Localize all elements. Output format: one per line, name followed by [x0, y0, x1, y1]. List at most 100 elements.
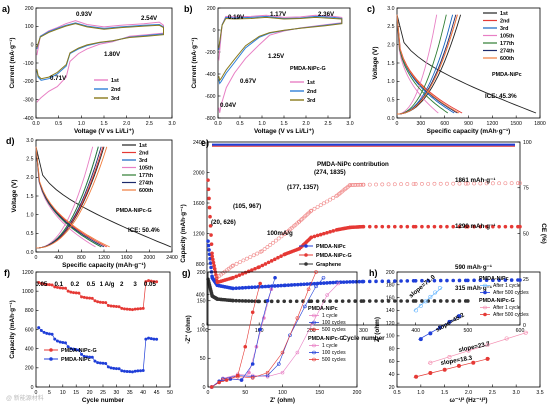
data-point-PMDA-NiPc-G: [82, 295, 86, 299]
y-tick-label: 100: [197, 327, 206, 333]
annotation: 0.04V: [220, 102, 237, 109]
data-point-PMDA-NiPc-G: [136, 307, 140, 311]
data-point-PMDA-NiPc-G: [210, 254, 215, 259]
data-point-PMDA-NiPc 500 cycles: [265, 370, 270, 375]
legend-label: 2nd: [307, 89, 317, 95]
data-point-Graphene: [282, 299, 287, 304]
data-point-PMDA-NiPc-G 500 cycles: [236, 373, 240, 378]
data-point-PMDA-NiPc-G: [74, 291, 78, 295]
x-axis-label: Specific capacity (mAh·g⁻¹): [62, 262, 146, 269]
discharge-curve-600th: [35, 146, 110, 248]
data-point-PMDA-NiPc: [74, 348, 78, 352]
x-tick-label: 1200: [98, 255, 110, 261]
data-point-PMDA-NiPc contribution: [380, 182, 385, 187]
data-point-PMDA-NiPc: [305, 282, 309, 286]
x-tick-label: 1800: [534, 121, 546, 127]
data-point-PMDA-NiPc-G 500 cycles: [224, 378, 229, 382]
rate-label: 1 A/g: [100, 281, 115, 288]
data-point-PMDA-NiPc-G: [96, 300, 100, 304]
data-point-PMDA-NiPc-G: [237, 273, 242, 277]
data-point-PMDA-NiPc-G: [39, 282, 43, 285]
data-point-PMDA-NiPc 1 cycle: [325, 293, 330, 297]
data-point-PMDA-NiPc-G: [207, 205, 212, 210]
y-tick-label: 400: [25, 346, 34, 352]
x-tick-label: 1.0: [417, 390, 424, 396]
y-tick-label: 3.0: [26, 138, 33, 144]
data-point-PMDA-NiPc-G: [420, 224, 424, 229]
data-point-PMDA-NiPc: [426, 278, 430, 283]
legend-label: After 500 cycles: [493, 290, 529, 296]
legend-label: 100 cycles: [322, 320, 346, 326]
data-point-PMDA-NiPc: [445, 278, 449, 283]
y-tick-label: 600: [25, 327, 34, 333]
data-point-PMDA-NiPc: [240, 286, 245, 290]
data-point-PMDA-NiPc: [37, 326, 41, 330]
data-point-PMDA-NiPc contribution: [347, 183, 352, 188]
y-tick-label: 800: [25, 308, 34, 314]
x-axis-label: Voltage (V vs Li/Li⁺): [254, 128, 314, 135]
annotation: (105, 967): [233, 203, 261, 210]
data-point-PMDA-NiPc-G: [426, 224, 430, 229]
y-axis-label: -Z'' (ohm): [185, 315, 192, 344]
data-point-PMDA-NiPc contribution: [244, 256, 249, 261]
y-tick-label: 0: [31, 42, 34, 48]
data-point-PMDA-NiPc: [438, 278, 443, 283]
data-point-PMDA-NiPc-G: [98, 300, 102, 304]
data-point-PMDA-NiPc-G: [155, 280, 159, 284]
data-point-PMDA-NiPc contribution: [478, 181, 483, 186]
y-right-tick-label: 100: [523, 140, 532, 146]
data-point-PMDA-NiPc: [88, 355, 92, 359]
y-axis-label: Current (mA·g⁻¹): [9, 38, 16, 89]
x-tick-label: 2.5: [146, 121, 153, 127]
data-point-PMDA-NiPc-G: [374, 224, 378, 229]
data-point-PMDA-NiPc: [367, 279, 372, 284]
panel-e: 0100200300400500600040080012001600200024…: [180, 138, 547, 342]
fit-line-PMDA-NiPc-G After 1 cycle: [427, 331, 529, 364]
data-point-PMDA-NiPc: [292, 283, 297, 287]
data-point-PMDA-NiPc contribution: [516, 181, 520, 186]
data-point-PMDA-NiPc: [420, 278, 424, 283]
data-point-Graphene: [340, 299, 345, 303]
data-point-PMDA-NiPc: [357, 279, 362, 284]
data-point-PMDA-NiPc-G: [147, 279, 151, 283]
rate-label: 2: [120, 281, 124, 288]
data-point-PMDA-NiPc-G: [209, 233, 213, 237]
data-point-PMDA-NiPc-G: [263, 262, 268, 266]
series-line-2nd: [36, 22, 164, 81]
plot-frame: [35, 271, 171, 388]
data-point-PMDA-NiPc-G: [47, 283, 51, 287]
data-point-PMDA-NiPc: [120, 369, 124, 373]
x-tick-label: 0.5: [55, 121, 62, 127]
x-tick-label: 1.0: [258, 121, 265, 127]
x-tick-label: 20: [87, 390, 93, 396]
data-point-PMDA-NiPc-G: [231, 275, 235, 280]
data-point-PMDA-NiPc-G: [325, 230, 329, 235]
x-tick-label: 0.5: [393, 390, 400, 396]
data-point-PMDA-NiPc: [286, 283, 291, 287]
data-point-Graphene: [315, 299, 320, 303]
data-point-PMDA-NiPc: [63, 341, 67, 345]
data-point-PMDA-NiPc contribution: [259, 249, 264, 254]
data-point-PMDA-NiPc-G: [55, 285, 59, 289]
legend-label: 177th: [139, 173, 153, 179]
data-point-PMDA-NiPc contribution: [234, 261, 239, 266]
data-point-Graphene: [405, 299, 410, 303]
legend-label: 600th: [500, 56, 514, 62]
data-point-PMDA-NiPc: [276, 283, 280, 288]
data-point-PMDA-NiPc contribution: [255, 251, 260, 256]
legend-marker: [483, 305, 487, 310]
data-point-Graphene: [347, 299, 351, 303]
data-point-Graphene: [451, 299, 456, 303]
annotation: 0.71V: [50, 75, 67, 82]
data-point-PMDA-NiPc-G 500 cycles: [243, 344, 248, 349]
y-tick-label: 400: [196, 292, 205, 298]
y-tick-label: 1200: [22, 270, 34, 276]
data-point-PMDA-NiPc-G: [106, 304, 110, 308]
data-point-PMDA-NiPc: [112, 366, 116, 370]
data-point-Graphene: [240, 299, 245, 303]
data-point-PMDA-NiPc-G: [128, 307, 132, 311]
data-point-PMDA-NiPc-G: [472, 224, 476, 229]
y-tick-label: 20: [389, 385, 395, 391]
x-tick-label: 25: [100, 390, 106, 396]
